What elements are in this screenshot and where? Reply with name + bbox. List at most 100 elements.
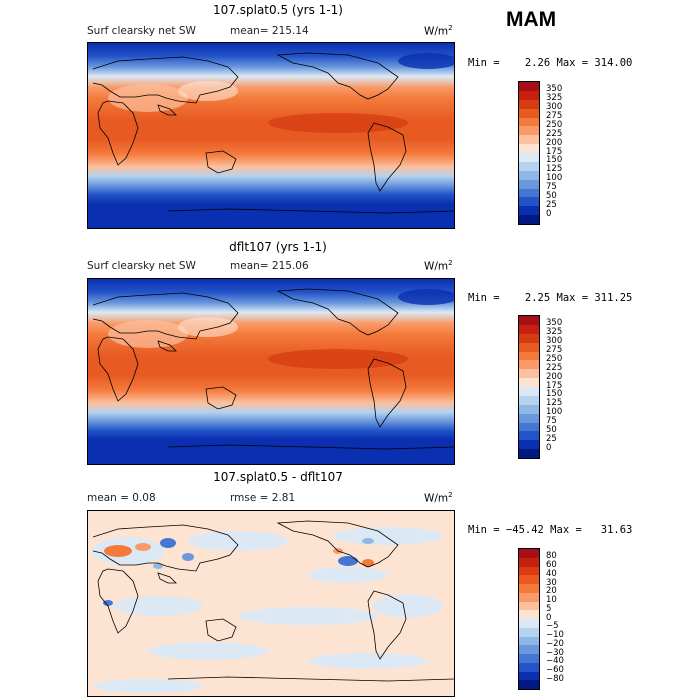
panel-2-units: W/m2 — [424, 259, 453, 273]
colorbar-swatch — [519, 333, 539, 343]
colorbar-swatch — [519, 413, 539, 423]
colorbar-swatch — [519, 431, 539, 441]
colorbar-swatch — [519, 117, 539, 127]
colorbar-swatch — [519, 549, 539, 558]
colorbar-tick-label: 50 — [546, 190, 557, 201]
colorbar-tick-label: 300 — [546, 336, 563, 347]
panel-1-minmax: Min = 2.26 Max = 314.00 — [468, 57, 633, 69]
colorbar-swatch — [519, 144, 539, 153]
colorbar-tick-label: 175 — [546, 146, 563, 157]
colorbar-tick-label: 20 — [546, 586, 557, 597]
colorbar-tick-label: 50 — [546, 424, 557, 435]
colorbar-tick-label: 0 — [546, 612, 552, 623]
colorbar-swatch — [519, 671, 539, 681]
colorbar-tick-label: 5 — [546, 603, 552, 614]
colorbar-swatch — [519, 126, 539, 136]
colorbar-tick-label: 30 — [546, 577, 557, 588]
colorbar-tick-label: 80 — [546, 551, 557, 562]
colorbar-tick-label: 25 — [546, 433, 557, 444]
panel-2-mean: mean= 215.06 — [230, 260, 309, 272]
units-base: W/m — [424, 492, 449, 505]
colorbar-swatch — [519, 601, 539, 611]
colorbar-tick-label: 300 — [546, 102, 563, 113]
colorbar-swatch — [519, 135, 539, 145]
colorbar-swatch — [519, 161, 539, 171]
colorbar-swatch — [519, 369, 539, 379]
colorbar-tick-label: 0 — [546, 208, 552, 219]
colorbar-tick-label: −60 — [546, 665, 564, 675]
units-exponent: 2 — [448, 259, 453, 267]
colorbar-swatch — [519, 153, 539, 162]
panel-2-map-svg — [88, 279, 454, 464]
colorbar-tick-label: 40 — [546, 568, 557, 579]
colorbar-tick-label: 250 — [546, 119, 563, 130]
colorbar-swatch — [519, 557, 539, 567]
colorbar-swatch — [519, 627, 539, 637]
colorbar-swatch — [519, 654, 539, 663]
colorbar-tick-label: −30 — [546, 647, 564, 658]
colorbar-tick-label: 125 — [546, 398, 563, 409]
colorbar-tick-label: 275 — [546, 111, 563, 121]
colorbar-swatch — [519, 422, 539, 432]
colorbar-tick-label: 175 — [546, 380, 563, 391]
colorbar-swatch — [519, 108, 539, 118]
colorbar-tick-label: 325 — [546, 327, 563, 338]
panel-1-map-svg — [88, 43, 454, 228]
units-base: W/m — [424, 260, 449, 273]
panel-2-minmax: Min = 2.25 Max = 311.25 — [468, 292, 633, 304]
panel-1-units: W/m2 — [424, 24, 453, 38]
colorbar-swatch — [519, 360, 539, 370]
colorbar-swatch — [519, 215, 539, 224]
colorbar-swatch — [519, 197, 539, 207]
colorbar-tick-label: 150 — [546, 155, 563, 166]
colorbar-swatch — [519, 662, 539, 672]
colorbar-swatch — [519, 82, 539, 91]
colorbar-tick-label: 250 — [546, 353, 563, 364]
colorbar-tick-label: 350 — [546, 318, 563, 329]
colorbar-tick-label: 325 — [546, 93, 563, 104]
colorbar-tick-label: 60 — [546, 560, 557, 570]
colorbar-tick-label: 200 — [546, 137, 563, 148]
panel-3-colorbar — [518, 548, 540, 690]
colorbar-swatch — [519, 342, 539, 352]
colorbar-tick-label: 125 — [546, 164, 563, 175]
colorbar-tick-label: 10 — [546, 595, 557, 605]
units-exponent: 2 — [448, 24, 453, 32]
colorbar-tick-label: −20 — [546, 638, 564, 649]
colorbar-tick-label: 350 — [546, 84, 563, 95]
colorbar-swatch — [519, 179, 539, 189]
panel-1-title: 107.splat0.5 (yrs 1-1) — [213, 3, 343, 17]
colorbar-swatch — [519, 351, 539, 361]
colorbar-swatch — [519, 592, 539, 602]
colorbar-tick-label: 200 — [546, 371, 563, 382]
panel-2-colorbar — [518, 315, 540, 459]
colorbar-tick-label: −10 — [546, 630, 564, 640]
colorbar-swatch — [519, 206, 539, 216]
colorbar-swatch — [519, 404, 539, 414]
colorbar-swatch — [519, 575, 539, 584]
colorbar-swatch — [519, 378, 539, 387]
colorbar-tick-label: 275 — [546, 345, 563, 355]
colorbar-tick-label: −40 — [546, 656, 564, 667]
panel-3-mean: mean = 0.08 — [87, 492, 156, 504]
colorbar-tick-label: 225 — [546, 128, 563, 139]
season-label: MAM — [506, 8, 557, 31]
colorbar-swatch — [519, 645, 539, 654]
colorbar-tick-label: 75 — [546, 416, 557, 426]
panel-2-title: dflt107 (yrs 1-1) — [229, 240, 327, 254]
panel-1-mean: mean= 215.14 — [230, 25, 309, 37]
panel-3-map-svg — [88, 511, 454, 696]
panel-1-colorbar — [518, 81, 540, 225]
panel-2-map — [87, 278, 455, 465]
colorbar-swatch — [519, 316, 539, 325]
colorbar-tick-label: 0 — [546, 442, 552, 453]
colorbar-tick-label: −80 — [546, 673, 564, 684]
colorbar-swatch — [519, 170, 539, 180]
colorbar-swatch — [519, 449, 539, 458]
colorbar-swatch — [519, 636, 539, 646]
colorbar-swatch — [519, 99, 539, 109]
colorbar-swatch — [519, 188, 539, 198]
colorbar-tick-label: 100 — [546, 407, 563, 418]
colorbar-swatch — [519, 566, 539, 576]
colorbar-swatch — [519, 619, 539, 628]
